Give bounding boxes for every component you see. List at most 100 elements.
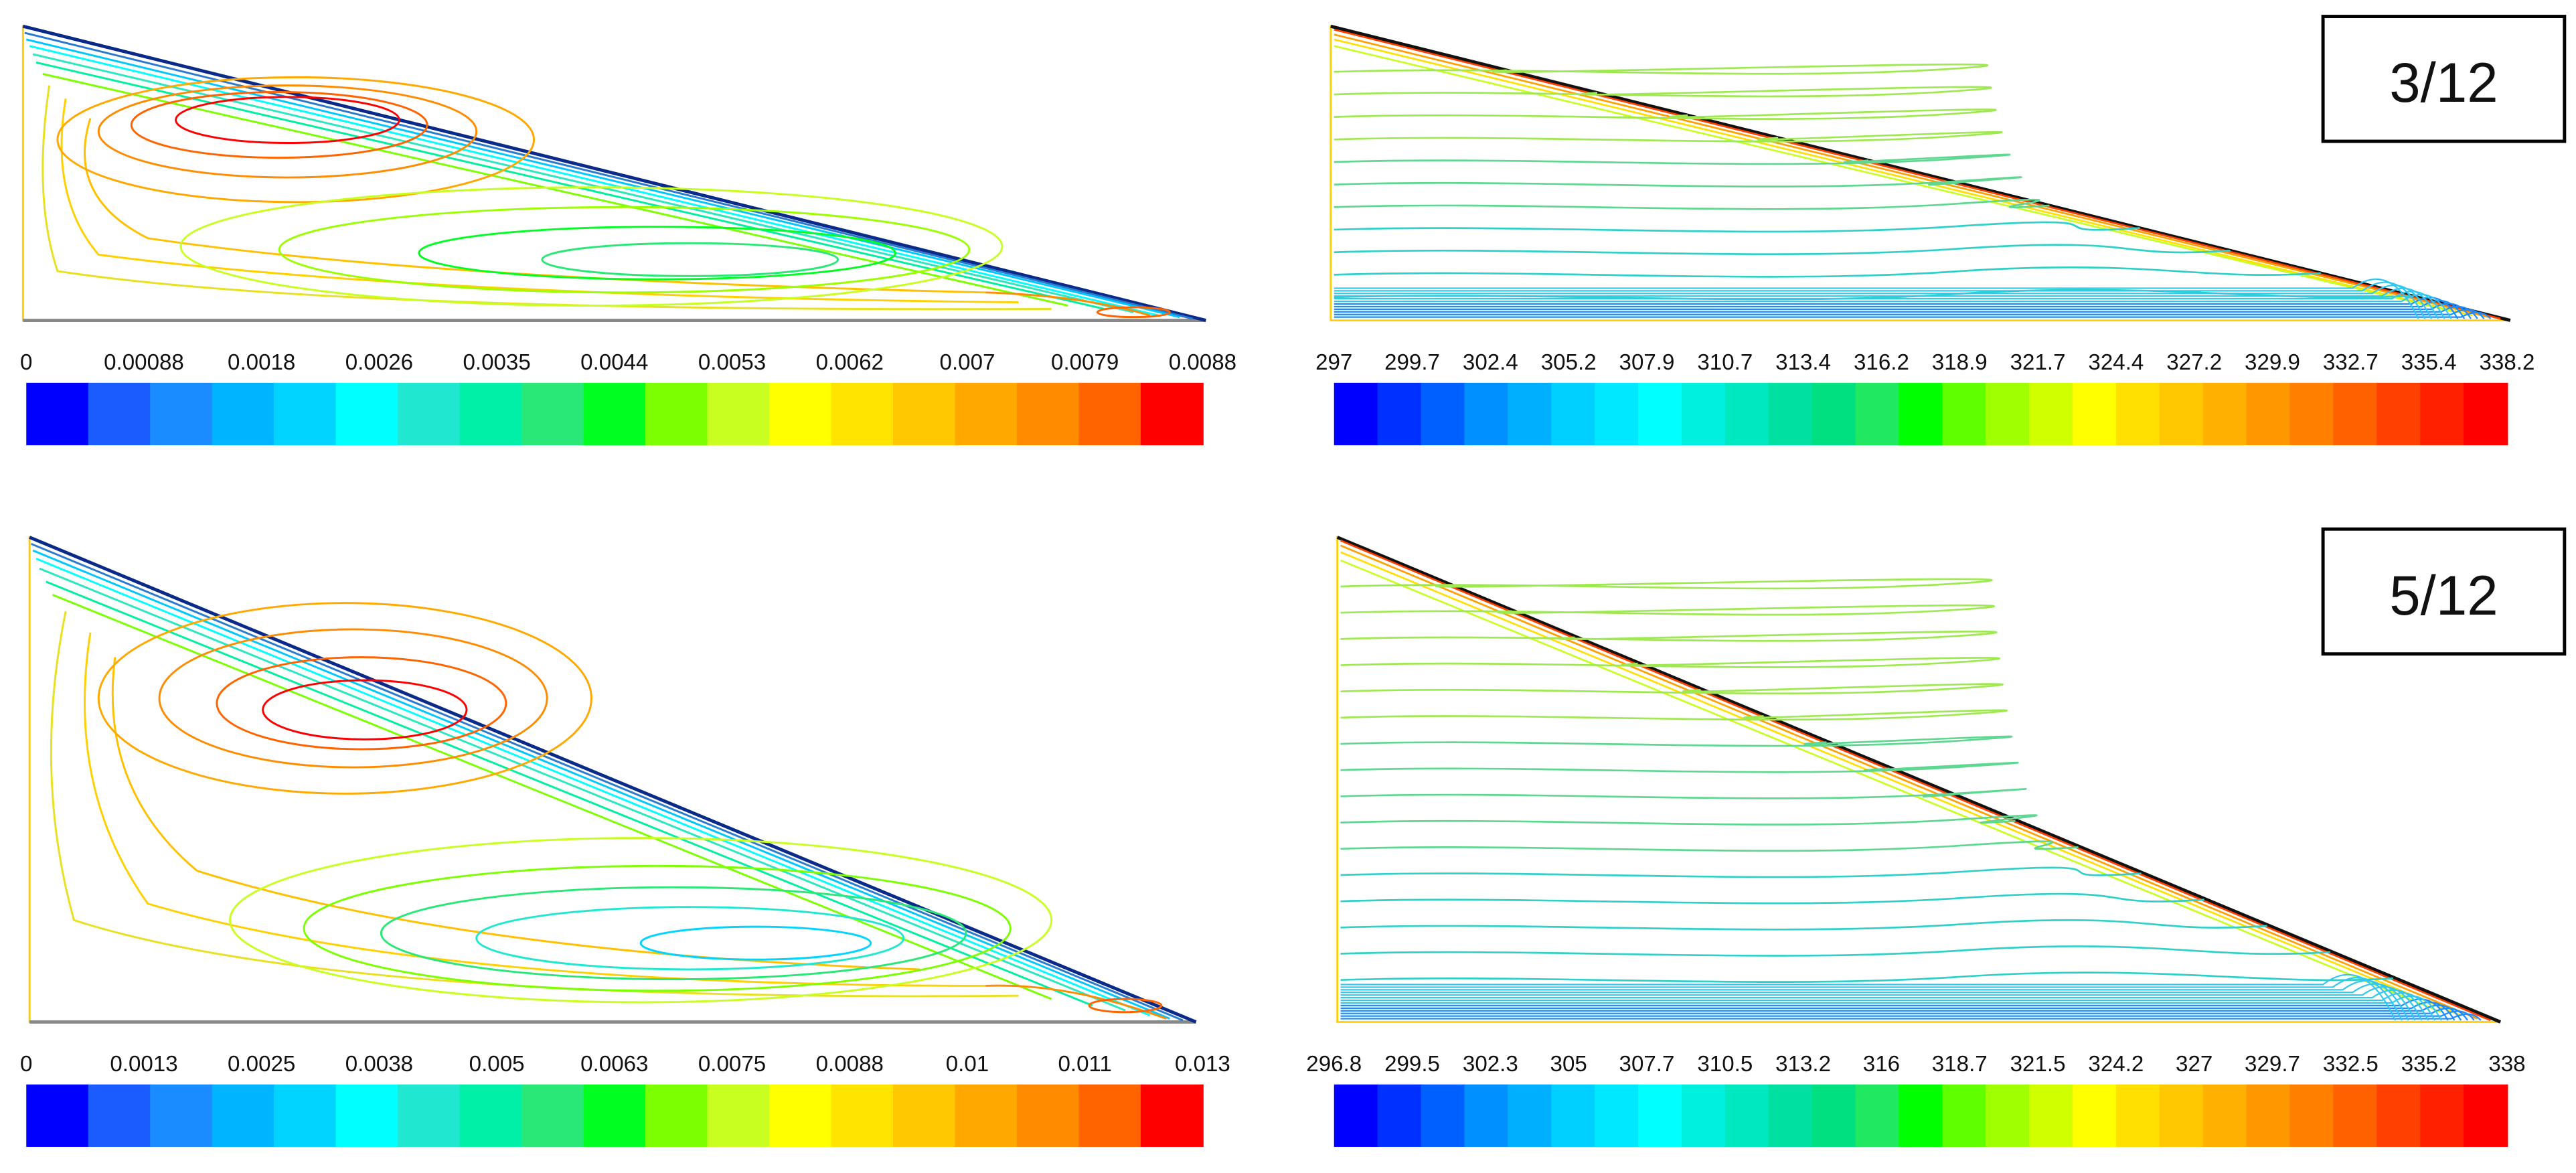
temperature-colorbar-swatch (2202, 382, 2248, 446)
temperature-colorbar-swatch (1377, 382, 1422, 446)
isotherm-line (1334, 153, 2011, 165)
temperature-colorbar-swatch (2029, 382, 2074, 446)
colorbar-tick-label: 0.0013 (110, 1052, 177, 1077)
temperature-colorbar-swatch (1768, 1084, 1814, 1147)
temperature-colorbar-swatch (2072, 1084, 2117, 1147)
streamfunction-colorbar-swatch (26, 1084, 90, 1147)
isotherm-line (1340, 945, 2330, 957)
streamfunction-colorbar-swatch (831, 382, 894, 446)
colorbar-tick-label: 338 (2488, 1052, 2525, 1077)
streamfunction-contours-3-12 (21, 24, 1206, 323)
colorbar-tick-label: 0 (20, 350, 32, 375)
temperature-colorbar-swatch (1724, 382, 1770, 446)
colorbar-tick-label: 316 (1863, 1052, 1900, 1077)
streamfunction-colorbar-swatch (831, 1084, 894, 1147)
colorbar-tick-label: 302.3 (1463, 1052, 1518, 1077)
streamfunction-ticks-5-12: 0 0.0013 0.0025 0.0038 0.005 0.0063 0.0075 0.00… (20, 1052, 1230, 1077)
colorbar-tick-label: 332.5 (2323, 1052, 2379, 1077)
colorbar-tick-label: 313.4 (1775, 350, 1831, 375)
streamfunction-colorbar-swatch (88, 1084, 151, 1147)
isotherm-line (1334, 86, 1992, 98)
temperature-colorbar-swatch (1551, 1084, 1596, 1147)
temperature-contours-3-12 (1330, 24, 2511, 322)
streamfunction-colorbar-swatch (459, 382, 523, 446)
streamfunction-colorbar-swatch (335, 382, 399, 446)
isotherm-line (1334, 221, 2140, 233)
temperature-colorbar-swatch (2420, 382, 2465, 446)
streamfunction-ticks-3-12: 0 0.00088 0.0018 0.0026 0.0035 0.0044 0.0053 0.… (20, 350, 1236, 375)
colorbar-tick-label: 0.0088 (816, 1052, 884, 1077)
colorbar-tick-label: 0.005 (469, 1052, 525, 1077)
temperature-colorbar-swatch (2289, 382, 2334, 446)
colorbar-tick-label: 0.0035 (463, 350, 530, 375)
streamfunction-colorbar-swatch (645, 1084, 709, 1147)
temperature-colorbar-swatch (1421, 382, 1465, 446)
isotherm-line (1340, 709, 2008, 721)
isotherm-line (1340, 892, 2204, 905)
colorbar-tick-label: 310.7 (1697, 350, 1753, 375)
streamfunction-panel-3-12: 0 0.00088 0.0018 0.0026 0.0035 0.0044 0.0053 0.… (20, 24, 1236, 446)
colorbar-tick-label: 321.5 (2010, 1052, 2066, 1077)
temperature-colorbar-swatch (2289, 1084, 2334, 1147)
streamfunction-colorbar-swatch (212, 1084, 275, 1147)
streamfunction-colorbar-swatch (26, 382, 90, 446)
streamfunction-colorbar-swatch (335, 1084, 399, 1147)
isotherm-line (1334, 311, 2492, 319)
temperature-colorbar-swatch (1334, 382, 1379, 446)
isotherm-line (1334, 131, 2003, 143)
colorbar-tick-label: 324.2 (2088, 1052, 2144, 1077)
temperature-colorbar-swatch (1724, 1084, 1770, 1147)
temperature-colorbar-swatch (1421, 1084, 1465, 1147)
isotherm-line (1334, 293, 2452, 319)
streamfunction-contours-5-12 (28, 536, 1197, 1024)
temperature-colorbar-swatch (2420, 1084, 2465, 1147)
temperature-panel-3-12: 297 299.7 302.4 305.2 307.9 310.7 313.4 316.2 31… (1315, 24, 2534, 446)
temperature-colorbar-swatch (2029, 1084, 2074, 1147)
isotherm-line (1340, 604, 1995, 616)
colorbar-tick-label: 307.7 (1619, 1052, 1675, 1077)
streamfunction-colorbar-swatch (398, 1084, 461, 1147)
colorbar-tick-label: 0.01 (946, 1052, 989, 1077)
streamfunction-colorbar-swatch (212, 382, 275, 446)
temperature-colorbar-swatch (2464, 382, 2508, 446)
temperature-colorbar-swatch (1464, 1084, 1509, 1147)
temperature-colorbar-swatch (2246, 382, 2291, 446)
colorbar-tick-label: 335.2 (2401, 1052, 2457, 1077)
temperature-colorbar-swatch (2464, 1084, 2508, 1147)
streamfunction-colorbar-swatch (1140, 382, 1204, 446)
temperature-colorbar-swatch (2202, 1084, 2248, 1147)
isotherm-line (1340, 630, 1998, 642)
streamfunction-colorbar-swatch (645, 382, 709, 446)
colorbar-tick-label: 302.4 (1463, 350, 1518, 375)
isotherm-line (1334, 176, 2022, 187)
temperature-colorbar-swatch (1681, 382, 1726, 446)
colorbar-tick-label: 0.0063 (580, 1052, 648, 1077)
isotherm-line (1340, 973, 2397, 1021)
colorbar-tick-label: 305.2 (1541, 350, 1597, 375)
temperature-colorbar-swatch (1595, 382, 1639, 446)
colorbar-tick-label: 0.0025 (228, 1052, 295, 1077)
colorbar-tick-label: 310.5 (1697, 1052, 1753, 1077)
colorbar-tick-label: 305 (1550, 1052, 1587, 1077)
colorbar-tick-label: 329.9 (2245, 350, 2300, 375)
colorbar-tick-label: 0.0088 (1169, 350, 1236, 375)
isotherm-line (1334, 198, 2050, 210)
isotherm-line (1334, 266, 2321, 278)
isotherm-line (1334, 244, 2231, 256)
isotherm-line (1340, 578, 1993, 590)
temperature-colorbar-swatch (1508, 382, 1552, 446)
temperature-panel-5-12: 296.8 299.5 302.3 305 307.7 310.5 313.2 316 318.… (1306, 536, 2526, 1147)
streamfunction-colorbar-swatch (583, 382, 647, 446)
panel-label-5-12: 5/12 (2389, 564, 2498, 627)
colorbar-tick-label: 0.0018 (228, 350, 295, 375)
isotherm-line (1340, 977, 2403, 1021)
isotherm-line (1340, 788, 2027, 799)
isotherm-line (1340, 1013, 2482, 1021)
temperature-colorbar-swatch (2159, 382, 2204, 446)
streamfunction-colorbar-5-12 (26, 1084, 1204, 1147)
colorbar-tick-label: 0 (20, 1052, 32, 1077)
temperature-contours-5-12 (1336, 536, 2502, 1024)
colorbar-tick-label: 316.2 (1854, 350, 1909, 375)
